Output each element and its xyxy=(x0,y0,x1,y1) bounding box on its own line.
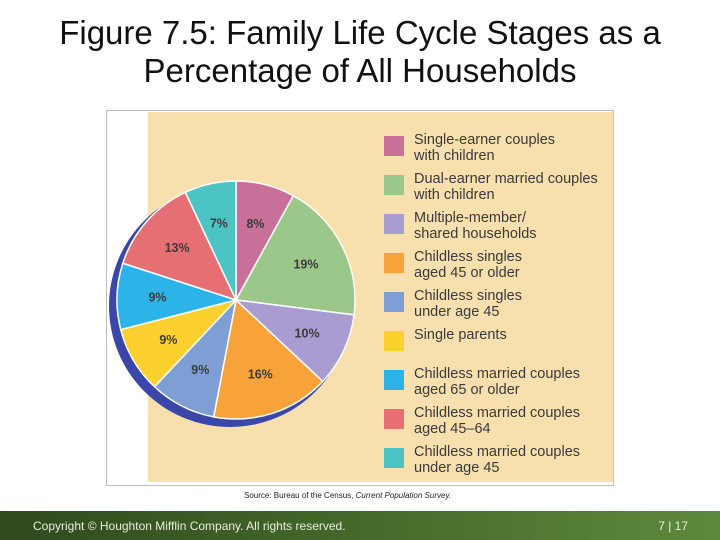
legend-item: Dual-earner married couples with childre… xyxy=(384,171,612,210)
pie-data-label: 7% xyxy=(210,216,228,230)
pie-data-label: 9% xyxy=(159,333,177,347)
pie-data-label: 9% xyxy=(148,291,166,305)
pie-data-label: 19% xyxy=(293,257,318,271)
pie-slice xyxy=(121,191,238,302)
legend-swatch xyxy=(384,448,404,468)
legend-label: Single parents xyxy=(414,327,507,343)
legend-swatch xyxy=(384,253,404,273)
pie-data-label: 16% xyxy=(248,368,273,382)
pie-slice xyxy=(234,194,356,316)
pie-slice xyxy=(233,298,355,383)
legend-item: Childless singles aged 45 or older xyxy=(384,249,612,288)
legend-swatch xyxy=(384,292,404,312)
legend-label: Dual-earner married couples with childre… xyxy=(414,171,598,203)
pie-data-label: 10% xyxy=(295,326,320,340)
legend-swatch xyxy=(384,409,404,429)
pie-slice xyxy=(212,298,324,420)
footer-bar: Copyright © Houghton Mifflin Company. Al… xyxy=(0,511,720,540)
legend-swatch xyxy=(384,370,404,390)
pie-chart: 8% 19% 10% 16% 9% 9% 9% 13% 7% xyxy=(109,180,356,427)
pie-data-label: 8% xyxy=(246,217,264,231)
chart-source: Source: Bureau of the Census, Current Po… xyxy=(244,491,451,500)
legend-item: Childless singles under age 45 xyxy=(384,288,612,327)
pie-data-label: 13% xyxy=(165,241,190,255)
legend-item: Multiple-member/ shared households xyxy=(384,210,612,249)
legend-label: Childless married couples aged 45–64 xyxy=(414,405,581,437)
pie-slice xyxy=(184,180,237,301)
legend-swatch xyxy=(384,214,404,234)
source-title: Current Population Survey. xyxy=(355,491,452,500)
legend-label: Single-earner couples with children xyxy=(414,132,556,164)
footer-page-number: 7 | 17 xyxy=(658,519,688,533)
legend-item: Childless married couples aged 45–64 xyxy=(384,405,612,444)
legend-label: Childless married couples under age 45 xyxy=(414,444,581,476)
legend-label: Multiple-member/ shared households xyxy=(414,210,537,242)
legend-swatch xyxy=(384,175,404,195)
legend-item: Childless married couples aged 65 or old… xyxy=(384,366,612,405)
legend-item: Single-earner couples with children xyxy=(384,132,612,171)
slide-title: Figure 7.5: Family Life Cycle Stages as … xyxy=(59,14,661,89)
chart-legend: Single-earner couples with children Dual-… xyxy=(384,132,612,483)
legend-label: Childless singles aged 45 or older xyxy=(414,249,522,281)
legend-label: Childless married couples aged 65 or old… xyxy=(414,366,581,398)
pie-data-label: 9% xyxy=(191,363,209,377)
legend-swatch xyxy=(384,331,404,351)
footer-copyright: Copyright © Houghton Mifflin Company. Al… xyxy=(33,519,346,533)
legend-item: Single parents xyxy=(384,327,612,366)
legend-item: Childless married couples under age 45 xyxy=(384,444,612,483)
source-prefix: Source: Bureau of the Census, xyxy=(244,491,356,500)
legend-label: Childless singles under age 45 xyxy=(414,288,522,320)
legend-swatch xyxy=(384,136,404,156)
